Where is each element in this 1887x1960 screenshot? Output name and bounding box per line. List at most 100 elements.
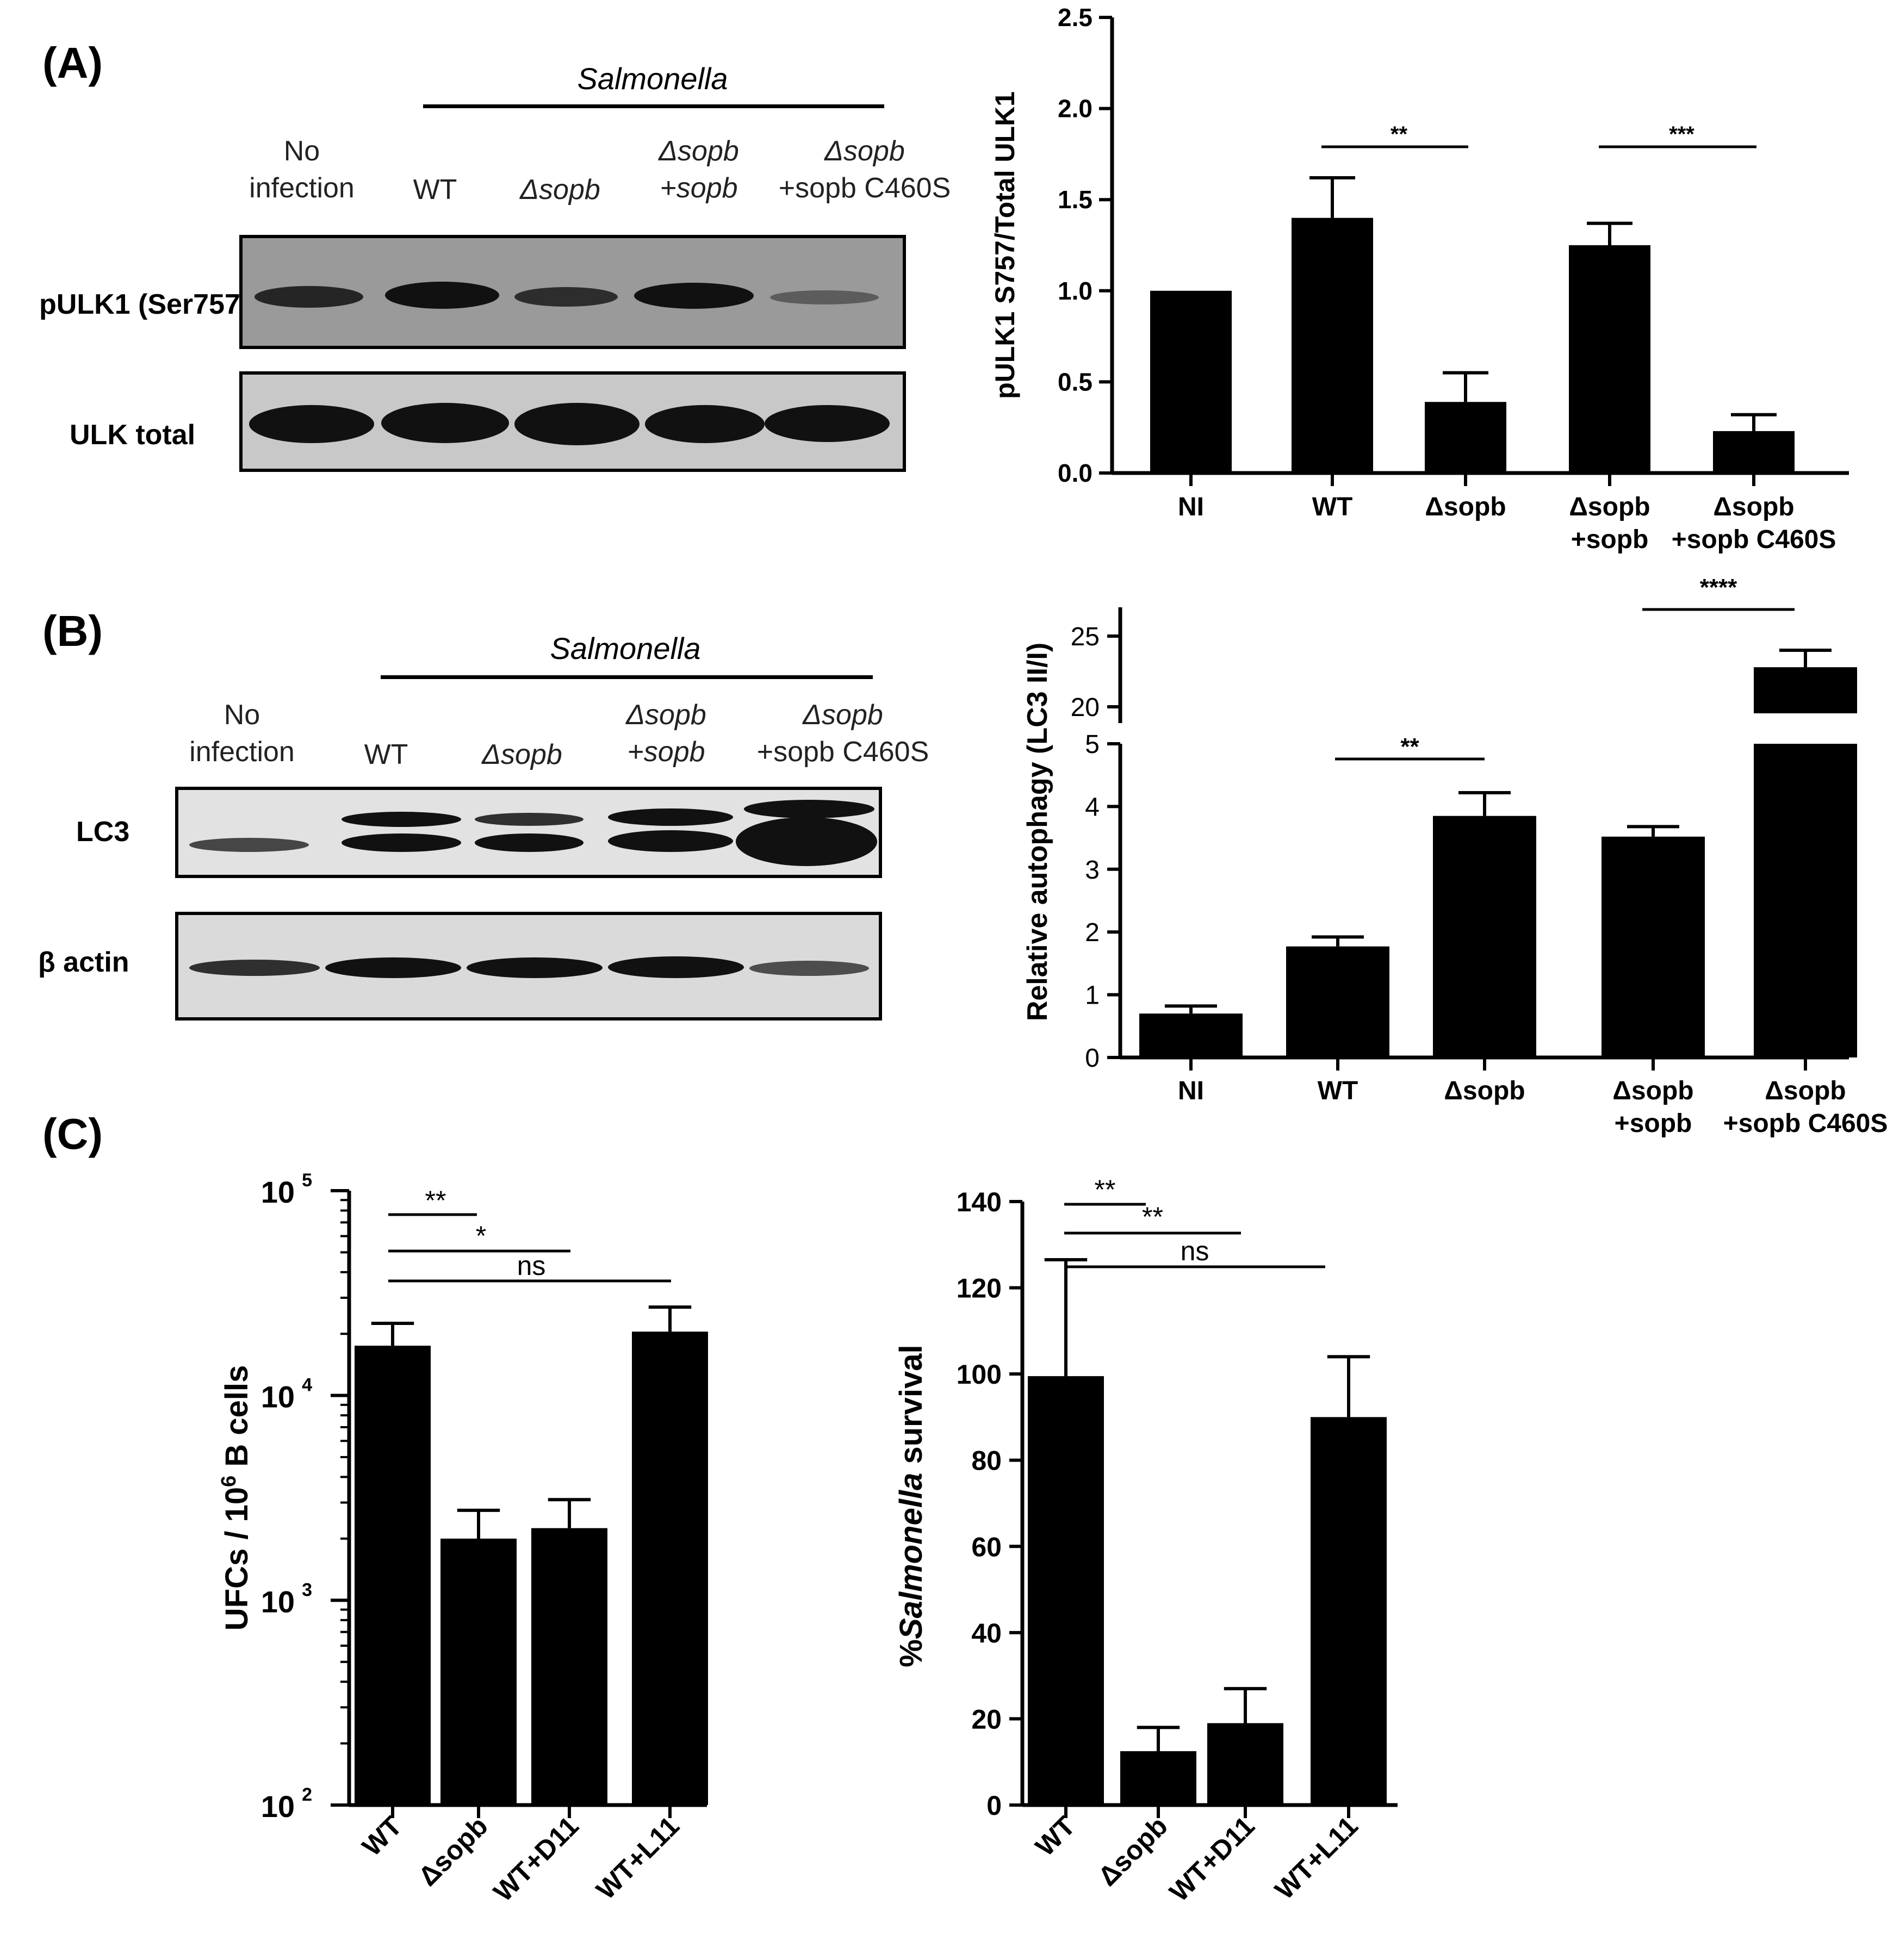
lane-a-5-line2: +sopb C460S bbox=[778, 172, 951, 204]
band bbox=[749, 961, 869, 976]
chart-a-category-label-2: WT bbox=[1312, 493, 1353, 521]
chart-b-category-label-1: NI bbox=[1178, 1077, 1204, 1105]
lane-a-5-line1: Δsopb bbox=[824, 135, 905, 167]
lane-b-1-line2: infection bbox=[189, 736, 295, 768]
lane-b-5-line1: Δsopb bbox=[803, 699, 883, 731]
chart-a-significance-label-1: ** bbox=[1391, 122, 1408, 146]
chart-c2-y-axis-title-suffix: survival bbox=[893, 1345, 929, 1472]
chart-a-bar-4 bbox=[1569, 245, 1650, 473]
chart-c1-category-label-2: Δsopb bbox=[412, 1810, 493, 1891]
chart-c1-bar-4 bbox=[632, 1331, 708, 1805]
lane-a-1-line1: No bbox=[283, 135, 320, 167]
lane-label-a-4: Δsopb +sopb bbox=[636, 133, 761, 207]
chart-c1-y-tick-base: 10 bbox=[261, 1380, 295, 1414]
band bbox=[514, 287, 618, 307]
lane-label-a-3: Δsopb bbox=[500, 172, 620, 209]
chart-b-category-label-2: WT bbox=[1318, 1077, 1358, 1105]
chart-c2-y-axis-title: %Salmonella survival bbox=[893, 1345, 929, 1667]
chart-b-bar-2 bbox=[1286, 946, 1389, 1057]
chart-c1-y-tick-exp: 2 bbox=[302, 1784, 312, 1805]
chart-c2-y-tick-label: 60 bbox=[971, 1532, 1002, 1562]
chart-c2-y-tick-label: 120 bbox=[957, 1273, 1002, 1304]
chart-c2-y-tick-label: 20 bbox=[971, 1704, 1002, 1734]
band bbox=[385, 282, 499, 309]
salmonella-line-a bbox=[423, 104, 884, 108]
chart-c1-bar-1 bbox=[355, 1346, 431, 1805]
chart-a-category-label-4-line2: +sopb bbox=[1571, 525, 1649, 554]
chart-b-bar-5-upper bbox=[1754, 667, 1857, 713]
chart-a-bar-5 bbox=[1713, 431, 1795, 473]
chart-c1-y-tick-base: 10 bbox=[261, 1175, 295, 1209]
lane-b-3-line1: Δsopb bbox=[482, 739, 562, 770]
band bbox=[342, 812, 461, 827]
chart-c2-y-tick-label: 140 bbox=[957, 1187, 1002, 1217]
band bbox=[189, 838, 309, 852]
chart-b-y-tick-label-upper: 20 bbox=[1071, 693, 1100, 722]
chart-c2-category-label-1: WT bbox=[1029, 1810, 1081, 1862]
lane-label-b-4: Δsopb +sopb bbox=[604, 697, 729, 770]
chart-c2-bar-1 bbox=[1028, 1376, 1104, 1805]
chart-b-y-tick-label: 5 bbox=[1085, 730, 1100, 759]
chart-a-y-tick-label: 2.5 bbox=[1058, 3, 1093, 32]
band bbox=[608, 956, 744, 978]
lane-b-4-line1: Δsopb bbox=[626, 699, 706, 731]
band bbox=[475, 833, 584, 852]
row-label-lc3: LC3 bbox=[76, 816, 130, 848]
chart-a-y-tick-label: 1.0 bbox=[1058, 277, 1093, 305]
chart-c2-bar-3 bbox=[1207, 1723, 1283, 1805]
chart-c1-category-label-4: WT+L11 bbox=[591, 1810, 685, 1905]
chart-c1-bar-3 bbox=[531, 1528, 607, 1805]
lane-a-3-line1: Δsopb bbox=[520, 174, 600, 206]
band bbox=[765, 405, 890, 442]
chart-a-y-tick-label: 2.0 bbox=[1058, 95, 1093, 123]
chart-c1-y-axis-title-part: UFCs / 10 bbox=[219, 1487, 255, 1631]
chart-c2-y-tick-label: 80 bbox=[971, 1446, 1002, 1476]
chart-b-y-tick-label: 4 bbox=[1085, 793, 1100, 822]
lane-label-b-1: No infection bbox=[174, 697, 310, 770]
band bbox=[608, 830, 733, 852]
chart-c2-significance-label-2: ** bbox=[1142, 1202, 1163, 1232]
band bbox=[381, 403, 509, 443]
band bbox=[736, 817, 877, 866]
chart-b-category-label-4: Δsopb bbox=[1612, 1077, 1693, 1105]
chart-a-category-label-4: Δsopb bbox=[1569, 493, 1650, 521]
band bbox=[342, 833, 461, 852]
salmonella-header-b: Salmonella bbox=[550, 631, 701, 665]
band bbox=[467, 957, 603, 978]
chart-a-y-tick-label: 1.5 bbox=[1058, 185, 1093, 214]
band bbox=[255, 286, 363, 308]
lane-label-b-2: WT bbox=[332, 737, 440, 774]
lane-a-4-line2: +sopb bbox=[660, 172, 738, 204]
chart-c1-significance-label-1: ** bbox=[425, 1185, 446, 1216]
chart-c2-y-tick-label: 100 bbox=[957, 1359, 1002, 1390]
chart-c1-category-label-3: WT+D11 bbox=[488, 1810, 585, 1907]
chart-b-y-tick-label: 0 bbox=[1085, 1044, 1100, 1073]
chart-b-category-label-3: Δsopb bbox=[1444, 1077, 1525, 1105]
chart-a-category-label-1: NI bbox=[1178, 493, 1204, 521]
chart-b-y-tick-label-upper: 25 bbox=[1071, 623, 1100, 651]
salmonella-header-a: Salmonella bbox=[577, 61, 728, 96]
lane-a-4-line1: Δsopb bbox=[659, 135, 739, 167]
chart-c2-y-axis-title-prefix: % bbox=[893, 1639, 929, 1667]
chart-b-y-tick-label: 1 bbox=[1085, 981, 1100, 1010]
chart-a-y-tick-label: 0.0 bbox=[1058, 459, 1093, 487]
row-label-ulk-total: ULK total bbox=[70, 419, 196, 451]
chart-c1-y-tick-base: 10 bbox=[261, 1584, 295, 1619]
chart-b-significance-label-1: ** bbox=[1400, 733, 1419, 760]
chart-a-category-label-3: Δsopb bbox=[1425, 493, 1506, 521]
lane-b-1-line1: No bbox=[224, 699, 260, 731]
chart-a-bar-2 bbox=[1292, 217, 1373, 473]
chart-c2-category-label-2: Δsopb bbox=[1092, 1810, 1173, 1891]
chart-c1-y-axis-title-part: B cells bbox=[219, 1365, 255, 1476]
chart-a-y-axis-title: pULK1 S757/Total ULK1 bbox=[990, 91, 1020, 399]
chart-c2-y-tick-label: 0 bbox=[986, 1790, 1002, 1821]
chart-b-significance-label-2: **** bbox=[1700, 574, 1737, 601]
band bbox=[189, 960, 320, 976]
blot-ulk-total bbox=[239, 371, 906, 472]
chart-a-y-tick-label: 0.5 bbox=[1058, 368, 1093, 396]
band bbox=[249, 405, 374, 443]
band bbox=[634, 283, 754, 309]
chart-c2-bar-4 bbox=[1311, 1417, 1387, 1805]
chart-b-bar-1 bbox=[1139, 1013, 1243, 1057]
